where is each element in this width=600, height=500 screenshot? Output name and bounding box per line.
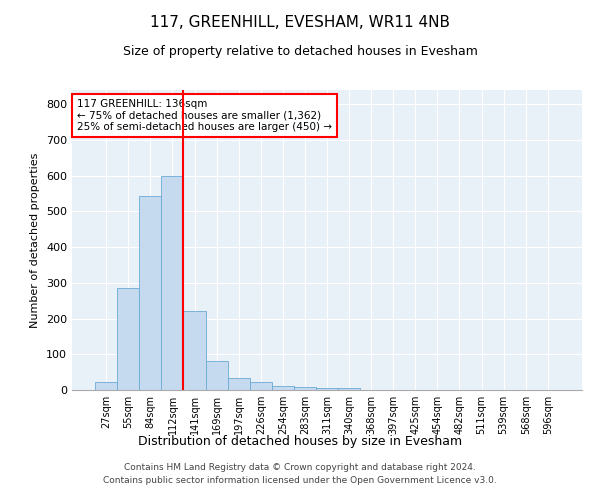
Bar <box>206 362 227 390</box>
Bar <box>117 288 139 390</box>
Bar <box>316 388 338 390</box>
Text: 117, GREENHILL, EVESHAM, WR11 4NB: 117, GREENHILL, EVESHAM, WR11 4NB <box>150 15 450 30</box>
Y-axis label: Number of detached properties: Number of detached properties <box>31 152 40 328</box>
Bar <box>294 387 316 390</box>
Bar <box>161 176 184 390</box>
Text: Distribution of detached houses by size in Evesham: Distribution of detached houses by size … <box>138 435 462 448</box>
Bar <box>139 196 161 390</box>
Bar <box>272 386 294 390</box>
Bar <box>95 382 117 390</box>
Text: Size of property relative to detached houses in Evesham: Size of property relative to detached ho… <box>122 45 478 58</box>
Text: 117 GREENHILL: 136sqm
← 75% of detached houses are smaller (1,362)
25% of semi-d: 117 GREENHILL: 136sqm ← 75% of detached … <box>77 99 332 132</box>
Text: Contains HM Land Registry data © Crown copyright and database right 2024.
Contai: Contains HM Land Registry data © Crown c… <box>103 464 497 485</box>
Bar <box>338 388 360 390</box>
Bar <box>227 378 250 390</box>
Bar <box>184 310 206 390</box>
Bar <box>250 382 272 390</box>
